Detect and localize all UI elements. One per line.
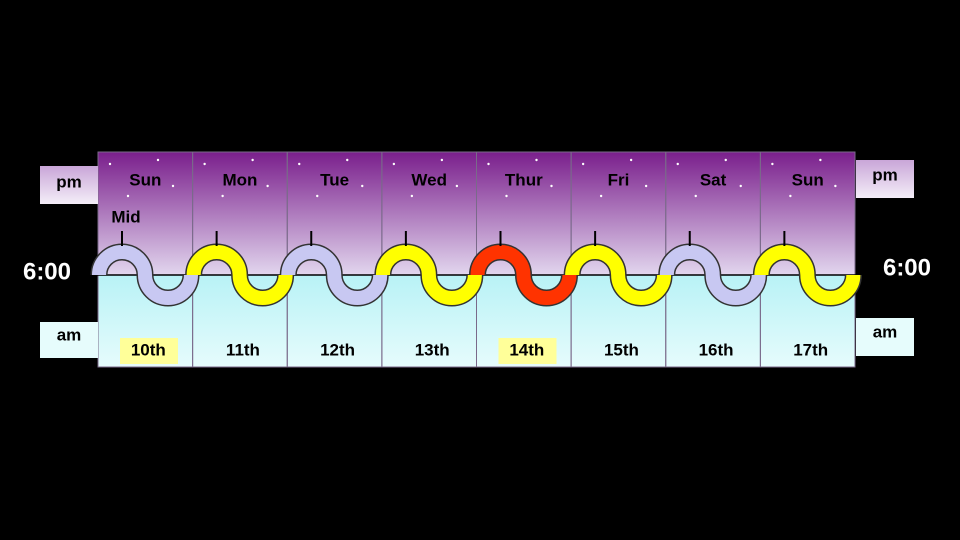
am-box [40,322,98,358]
day-name: Sun [792,170,824,189]
star [126,194,130,198]
star [535,158,538,162]
star [505,194,508,198]
star [834,184,837,188]
star [203,162,206,166]
star [455,184,459,188]
star [361,184,364,188]
pm-box [856,160,914,198]
day-name: Sun [129,170,161,189]
wave [754,245,861,305]
star [346,158,349,162]
star [771,162,774,166]
star [156,158,160,162]
wave [375,245,482,305]
star [221,194,224,198]
am-box [856,318,914,356]
date: 14th [509,340,544,359]
date: 17th [793,340,828,359]
star [171,184,175,188]
wave [470,245,577,305]
wave [92,245,198,305]
time-label: 6:00 [23,258,71,285]
date: 15th [604,340,639,359]
star [392,162,396,166]
star [410,194,414,198]
star [629,158,633,162]
wave [281,245,388,305]
star [644,184,648,188]
day-name: Tue [320,170,349,189]
star [676,162,679,166]
day-name: Mon [222,170,257,189]
star [316,194,319,198]
date: 13th [415,340,450,359]
date: 12th [320,340,355,359]
star [599,194,603,198]
star [298,162,301,166]
day-name: Wed [411,170,447,189]
mid-label: Mid [111,207,140,226]
star [694,194,697,198]
star [108,162,112,166]
day-name: Sat [700,170,727,189]
wave [659,245,766,305]
pm-label: pm [872,165,898,184]
wave [565,245,672,305]
star [789,194,792,198]
date: 11th [226,340,260,359]
star [266,184,269,188]
date-highlight [120,338,178,364]
star [724,158,727,162]
pm-box [40,166,98,204]
time-label: 6:00 [883,254,931,281]
star [487,162,490,166]
star [819,158,822,162]
date: 16th [699,340,734,359]
am-label: am [57,325,82,344]
am-label: am [873,322,898,341]
star [550,184,553,188]
day-name: Fri [608,170,630,189]
day-name: Thur [505,170,543,189]
star [739,184,742,188]
star [440,158,444,162]
pm-label: pm [56,172,82,191]
star [251,158,254,162]
date: 10th [131,340,166,359]
date-highlight [498,338,557,364]
star [581,162,585,166]
wave [186,245,293,305]
